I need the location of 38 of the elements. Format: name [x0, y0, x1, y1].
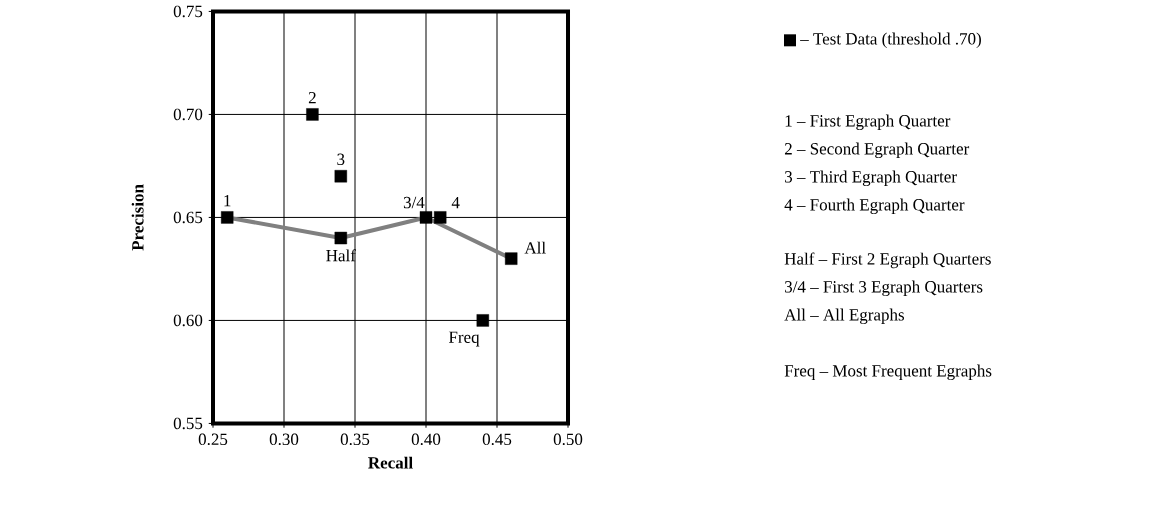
x-tick-label: 0.45	[482, 433, 512, 445]
x-tick-label: 0.35	[340, 433, 370, 445]
annotation: Freq	[448, 331, 480, 347]
point	[505, 252, 518, 265]
y-tick-label: 0.60	[173, 314, 203, 327]
annotation: Half	[326, 249, 356, 262]
y-tick-label: 0.70	[173, 108, 203, 121]
point	[419, 211, 433, 224]
point	[476, 314, 489, 327]
text: 4 – Fourth Egraph Quarter	[784, 198, 965, 214]
text: Freq – Most Frequent Egraphs	[784, 364, 992, 380]
point	[221, 211, 234, 224]
annotation: 3/4	[403, 196, 425, 209]
x-tick-label: 0.40	[411, 433, 441, 445]
x-axis-title: Recall	[368, 456, 413, 469]
annotation: 2	[308, 91, 316, 104]
x-tick-label: 0.25	[198, 433, 228, 445]
point	[334, 169, 348, 183]
text: All – All Egraphs	[784, 308, 905, 324]
text: 3/4 – First 3 Egraph Quarters	[785, 280, 983, 296]
text: Half – First 2 Egraph Quarters	[784, 252, 991, 268]
y-tick-label: 0.55	[173, 417, 203, 430]
annotation: 1	[224, 194, 231, 207]
y-tick-label: 0.65	[173, 211, 203, 224]
text: 3 – Third Egraph Quarter	[785, 170, 957, 186]
legend-label: – Test Data (threshold .70)	[800, 32, 981, 48]
point	[306, 108, 319, 121]
text: 1 – First Egraph Quarter	[785, 114, 951, 130]
y-tick-label: 0.75	[173, 5, 203, 18]
point	[434, 211, 447, 224]
point	[334, 231, 348, 245]
text: 2 – Second Egraph Quarter	[784, 142, 970, 158]
annotation: 3	[337, 153, 345, 165]
annotation: All	[524, 241, 546, 254]
x-tick-label: 0.30	[269, 433, 299, 445]
annotation: 4	[451, 196, 460, 209]
x-tick-label: 0.50	[553, 433, 583, 445]
y-axis-title: Precision	[131, 184, 144, 251]
